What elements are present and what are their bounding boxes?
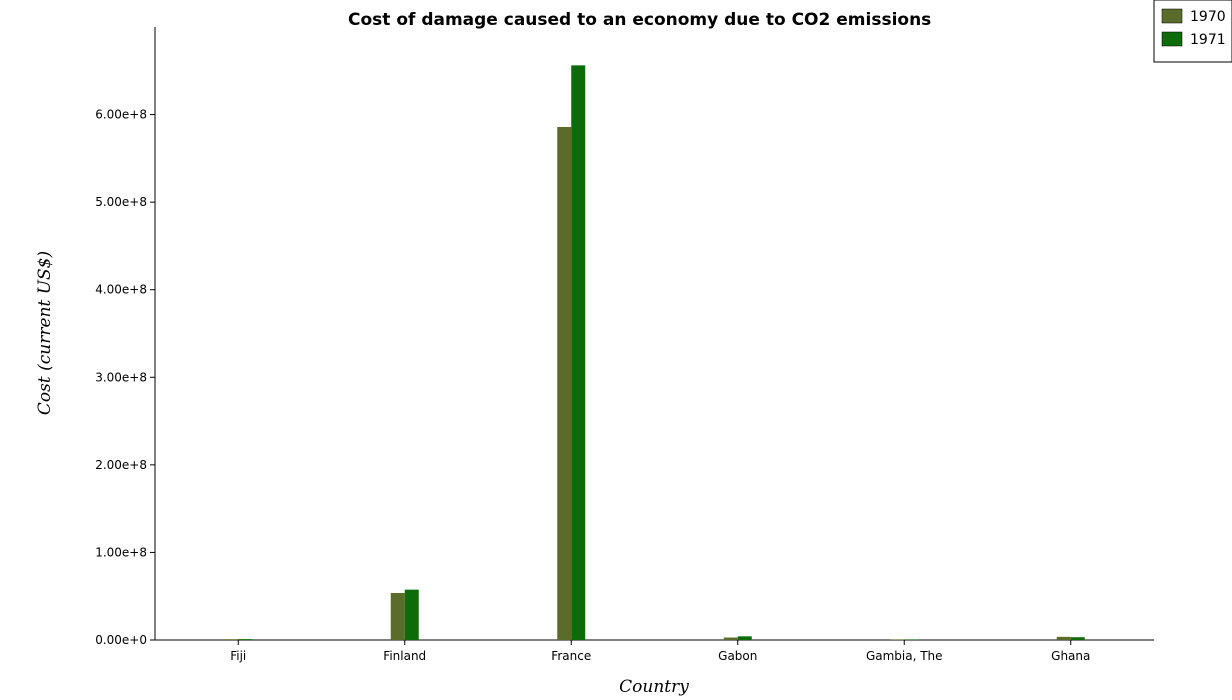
- legend-swatch-1971: [1161, 31, 1183, 47]
- bar-ghana-1971: [1070, 637, 1085, 640]
- y-tick-label: 0.00e+0: [95, 633, 147, 647]
- x-tick-label: Fiji: [230, 649, 246, 663]
- x-axis-label: Country: [619, 677, 689, 697]
- bar-fiji-1971: [238, 639, 253, 640]
- x-tick-label: Finland: [383, 649, 426, 663]
- plot-area: 0.00e+0 1.00e+8 2.00e+8 3.00e+8 4.00e+8 5.00e…: [95, 27, 1154, 663]
- legend-label-1970: 1970: [1190, 9, 1226, 25]
- bar-gambia-the-1970: [890, 639, 905, 640]
- x-tick-label: France: [551, 649, 591, 663]
- bar-finland-1971: [404, 589, 419, 640]
- y-tick-label: 6.00e+8: [95, 108, 147, 122]
- x-tick-label: Ghana: [1051, 649, 1090, 663]
- x-tick-label: Gambia, The: [866, 649, 943, 663]
- bar-france-1971: [571, 65, 586, 641]
- bar-gabon-1970: [723, 637, 738, 640]
- bar-france-1970: [557, 127, 572, 640]
- y-axis-label: Cost (current US$): [35, 251, 55, 415]
- x-ticks: Fiji Finland France Gabon Gambia, The Ghana: [230, 640, 1090, 663]
- bar-finland-1970: [390, 592, 405, 640]
- y-tick-label: 4.00e+8: [95, 283, 147, 297]
- x-tick-label: Gabon: [718, 649, 757, 663]
- bar-gambia-the-1971: [904, 639, 919, 640]
- y-tick-label: 5.00e+8: [95, 195, 147, 209]
- legend: 1970 1971: [1153, 0, 1232, 63]
- chart-title: Cost of damage caused to an economy due …: [348, 10, 931, 30]
- bars: [224, 65, 1085, 641]
- y-tick-label: 3.00e+8: [95, 370, 147, 384]
- legend-swatch-1970: [1161, 8, 1183, 24]
- bar-ghana-1970: [1056, 636, 1071, 640]
- bar-gabon-1971: [737, 636, 752, 640]
- y-tick-label: 2.00e+8: [95, 458, 147, 472]
- bar-fiji-1970: [224, 639, 239, 640]
- legend-label-1971: 1971: [1190, 32, 1226, 48]
- y-ticks: 0.00e+0 1.00e+8 2.00e+8 3.00e+8 4.00e+8 5.00e…: [95, 108, 155, 647]
- y-tick-label: 1.00e+8: [95, 545, 147, 559]
